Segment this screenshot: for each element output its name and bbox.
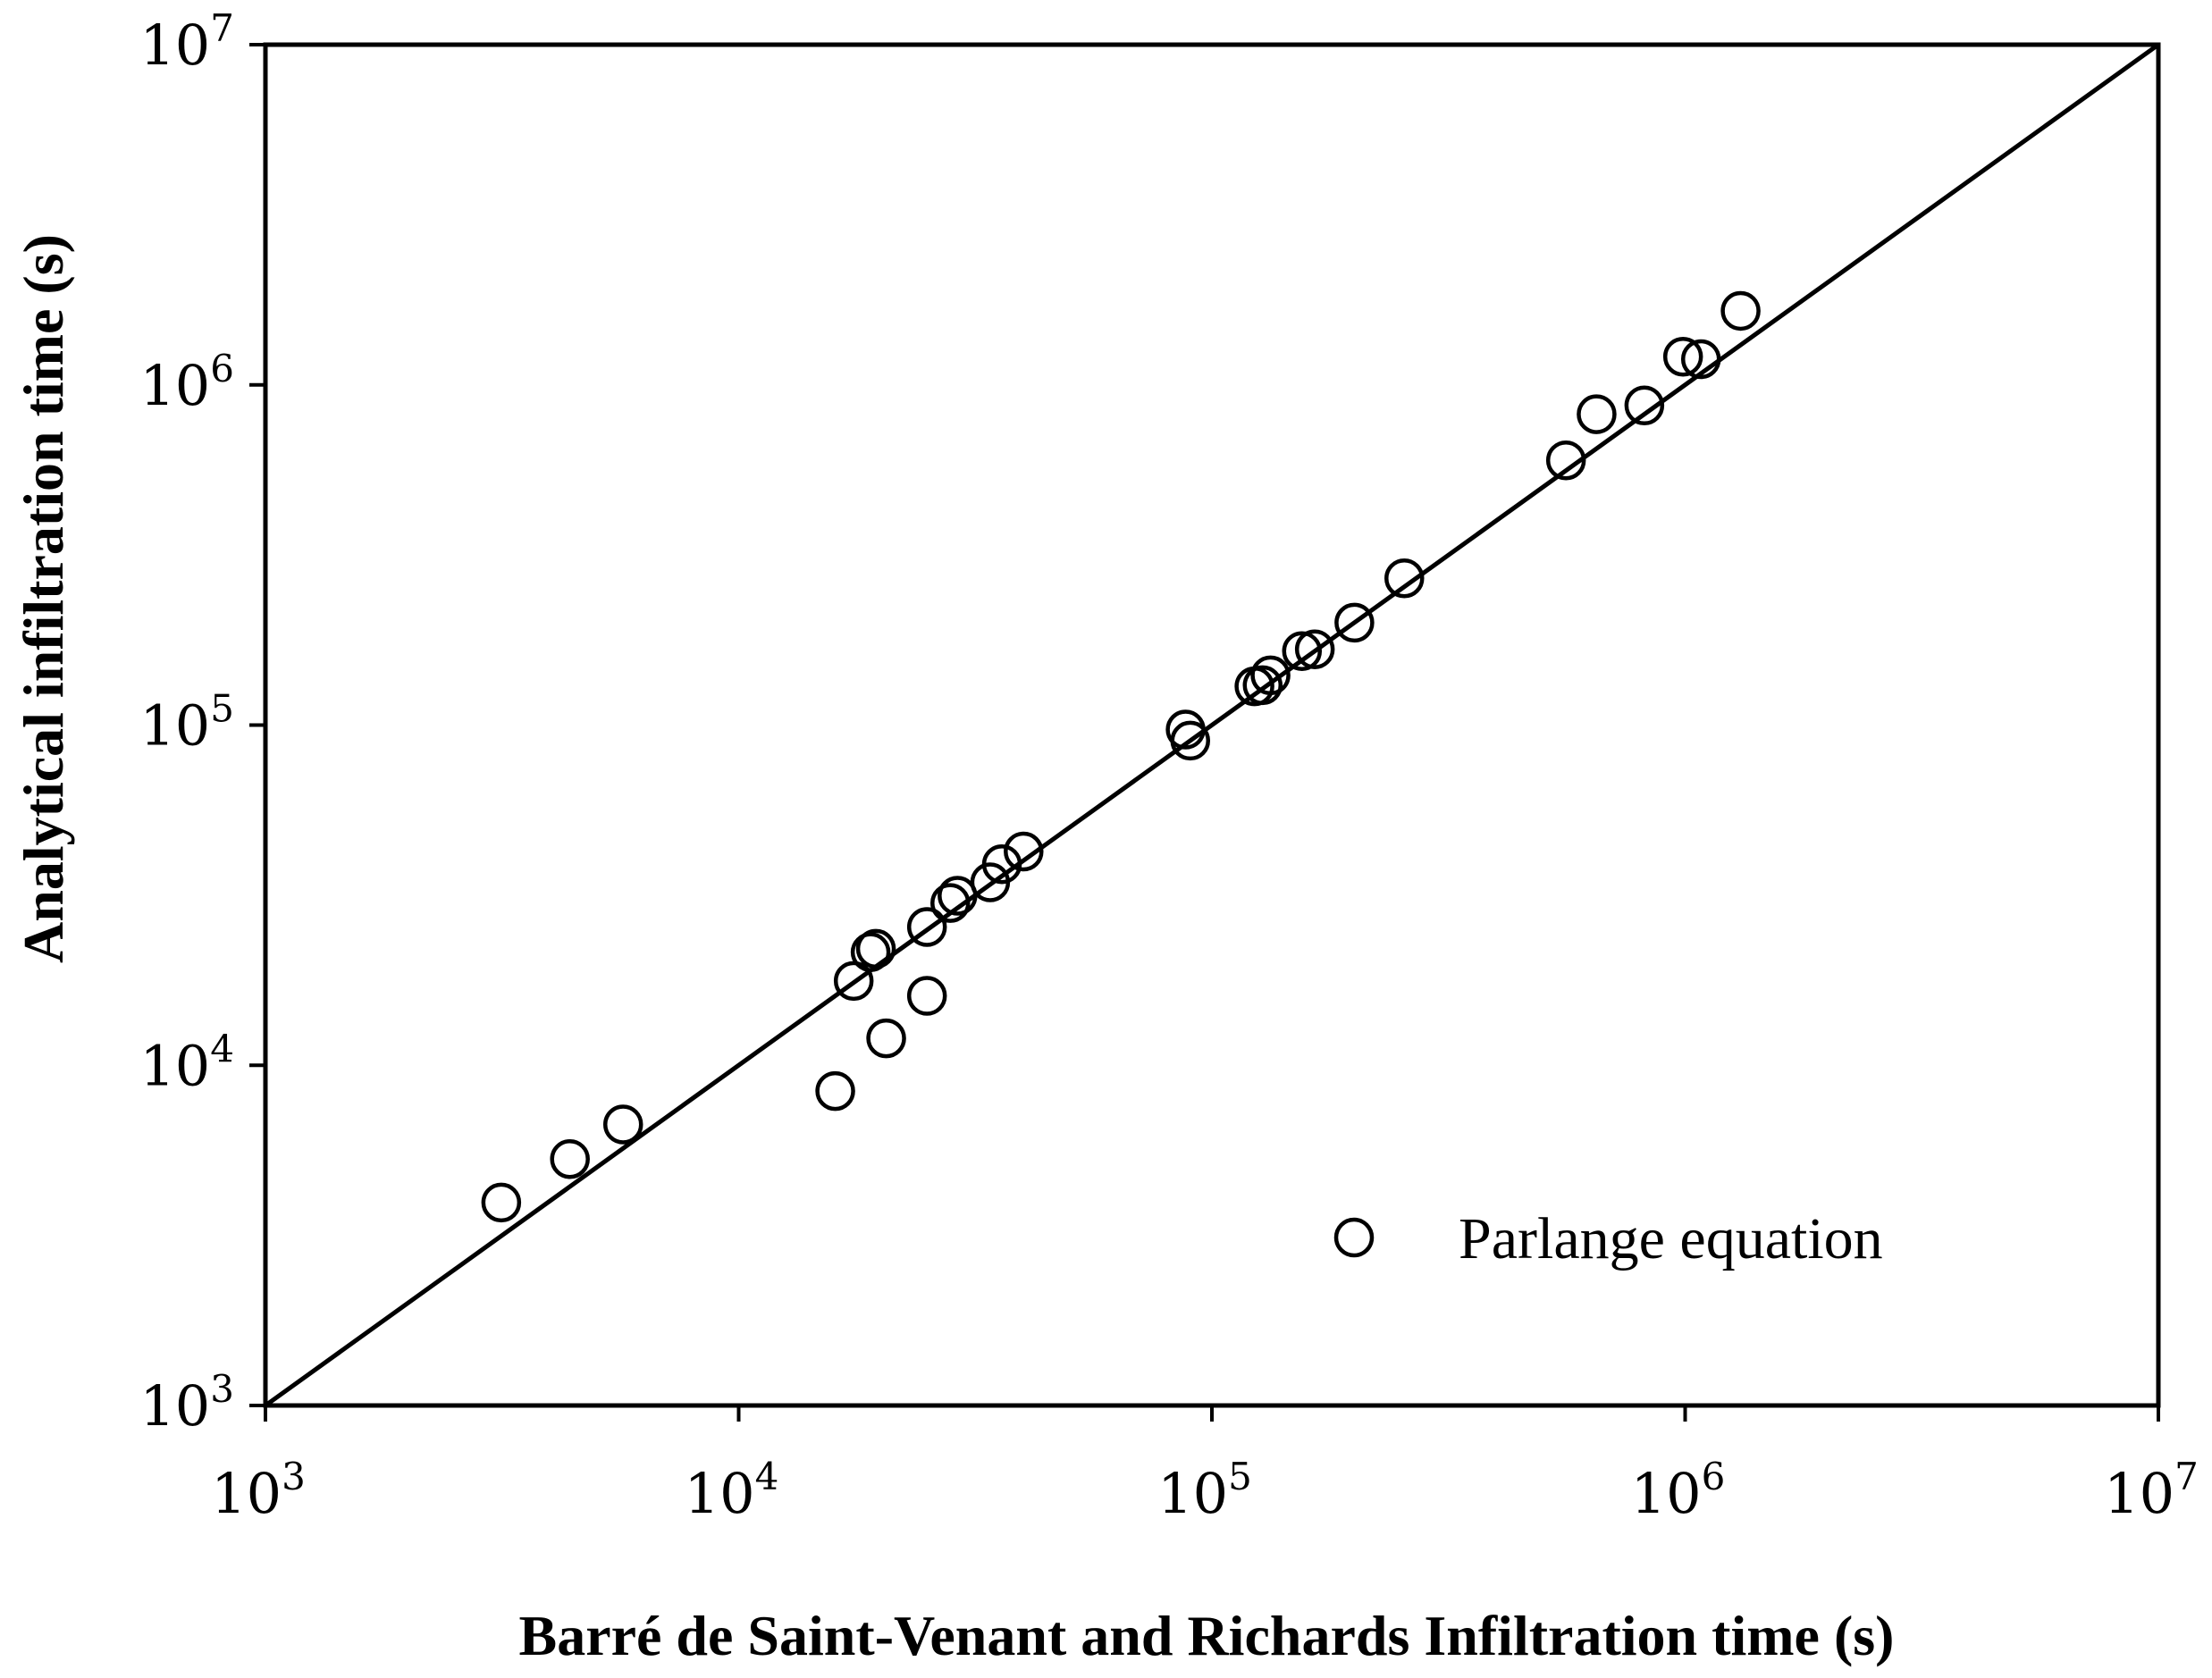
data-point [1624,385,1665,426]
data-point [855,928,896,969]
x-tick-label: 107 [2104,1455,2199,1526]
data-point [1294,629,1335,669]
legend-marker [1333,1217,1375,1258]
data-point [1662,336,1703,377]
data-point [815,1070,855,1112]
data-point [1577,394,1617,434]
data-point [1384,558,1425,599]
x-axis-title: Barré de Saint-Venant and Richards Infil… [519,1604,1895,1667]
data-point [1242,665,1283,706]
data-point [1170,720,1211,761]
data-point [850,932,891,972]
plot-area-frame [263,42,2161,1408]
y-tick-label: 105 [139,687,234,759]
data-point [1680,339,1721,380]
data-point [1282,631,1323,671]
axis-ticks-layer: 103 103 104 104 105 105 106 106 107 107 [139,6,2198,1526]
data-point [550,1138,590,1179]
data-point [1720,290,1761,331]
x-tick-label: 104 [685,1455,779,1526]
x-tick-label: 103 [211,1455,306,1526]
x-tick-label: 106 [1631,1455,1726,1526]
data-point [602,1104,643,1145]
reference-line-layer [264,42,2160,1408]
x-tick-label: 105 [1157,1455,1252,1526]
y-tick-label: 106 [139,347,234,418]
y-axis-title: Analytical infiltration time (s) [12,234,75,963]
data-point [930,883,971,923]
data-point [1004,831,1044,872]
data-point [866,1018,906,1059]
data-point [1545,440,1586,481]
data-point [906,976,947,1016]
legend-label: Parlange equation [1459,1206,1883,1271]
data-point [938,876,978,916]
y-tick-label: 104 [139,1027,234,1098]
one-to-one-line [264,42,2160,1408]
data-point [833,961,874,1002]
data-point [1334,602,1375,643]
data-point [481,1182,522,1223]
legend: Parlange equation [1333,1206,1883,1271]
data-point [981,843,1022,885]
y-tick-label: 103 [139,1367,234,1439]
data-points-layer [481,290,1761,1223]
y-tick-label: 107 [139,6,234,78]
data-point [906,907,947,947]
data-point [1250,655,1291,696]
